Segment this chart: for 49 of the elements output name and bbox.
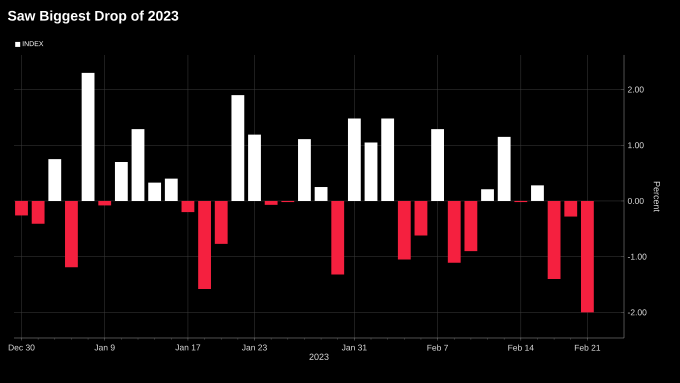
bar xyxy=(414,200,428,236)
bar xyxy=(148,182,162,201)
bar xyxy=(15,200,28,216)
y-tick-label: 2.00 xyxy=(628,86,644,93)
bar xyxy=(398,200,411,260)
chart-title: Saw Biggest Drop of 2023 xyxy=(8,10,178,24)
x-tick-label: Jan 31 xyxy=(342,344,367,351)
bar xyxy=(231,95,244,201)
bar xyxy=(198,200,211,289)
bar xyxy=(182,200,194,212)
bar xyxy=(164,178,178,201)
bar xyxy=(498,136,511,201)
bar xyxy=(132,129,144,201)
bar xyxy=(364,142,378,201)
bar xyxy=(548,200,561,279)
bar xyxy=(214,200,228,244)
x-tick-label: Jan 23 xyxy=(242,344,267,351)
bar xyxy=(82,72,94,201)
y-tick-label: 0.00 xyxy=(628,198,644,204)
x-tick-label: Jan 9 xyxy=(94,344,115,351)
bar xyxy=(531,185,544,201)
bar xyxy=(564,200,578,217)
x-tick-label: Feb 21 xyxy=(574,344,600,351)
x-tick-label: Dec 30 xyxy=(8,344,35,351)
bar xyxy=(431,129,444,201)
bar xyxy=(65,200,78,268)
bar xyxy=(464,200,478,252)
bar xyxy=(331,200,344,274)
bar xyxy=(248,134,261,201)
y-tick-label: -2.00 xyxy=(628,309,646,316)
y-tick-label: -1.00 xyxy=(628,254,646,260)
x-tick-label: Jan 17 xyxy=(175,344,200,350)
bar xyxy=(32,200,45,224)
x-axis-title: 2023 xyxy=(309,354,329,360)
bar xyxy=(481,189,494,201)
bar xyxy=(381,118,394,201)
bar xyxy=(98,200,112,206)
bar xyxy=(298,139,311,201)
y-tick-label: 1.00 xyxy=(628,142,644,148)
bar xyxy=(264,200,278,205)
bar xyxy=(314,187,328,201)
bar xyxy=(48,159,62,201)
bar xyxy=(348,118,361,201)
bar xyxy=(114,162,128,201)
x-tick-label: Feb 7 xyxy=(427,344,448,351)
y-axis-title: Percent xyxy=(654,182,660,212)
x-tick-label: Feb 14 xyxy=(508,344,534,351)
bar xyxy=(448,200,461,263)
bar xyxy=(580,200,594,312)
